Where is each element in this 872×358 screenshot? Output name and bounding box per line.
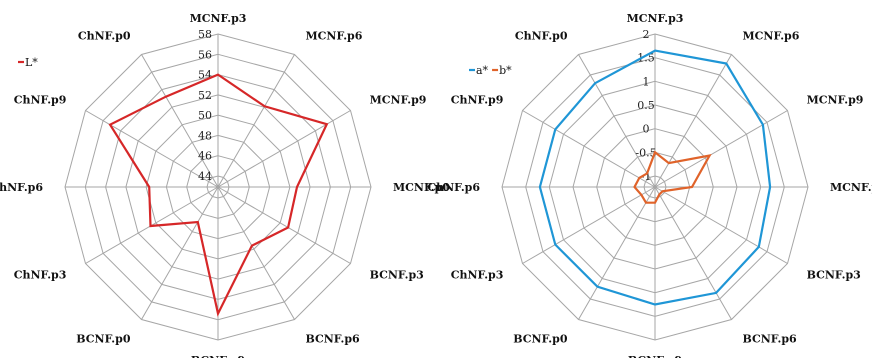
tick-label: 0.5 xyxy=(637,99,655,112)
category-label: ChNF.p6 xyxy=(427,181,480,194)
tick-label: 2 xyxy=(643,28,650,41)
legend-label: L* xyxy=(25,56,38,69)
category-label: MCNF.p9 xyxy=(807,94,864,107)
category-label: BCNF.p6 xyxy=(306,333,361,346)
tick-label: -0.5 xyxy=(635,146,656,159)
legend-label: a* xyxy=(476,64,489,77)
spoke-11 xyxy=(578,54,656,188)
spoke-5 xyxy=(217,186,295,320)
series-line-b xyxy=(633,150,712,204)
spoke-11 xyxy=(141,54,219,188)
category-label: BCNF.p9 xyxy=(628,354,682,358)
tick-label: 46 xyxy=(198,150,212,163)
tick-label: 52 xyxy=(198,89,212,102)
series-line-a xyxy=(538,49,772,306)
legend-entry: a* xyxy=(469,64,489,77)
category-label: BCNF.p3 xyxy=(370,269,424,282)
category-label: ChNF.p9 xyxy=(451,94,504,107)
radar-chart-2: -1 -0.5 0 0.5 1 1.5 2 MCNF.p3 MCNF.p6 MCNF.p9 MCNF… xyxy=(427,12,872,358)
category-label: ChNF.p9 xyxy=(14,94,67,107)
tick-label: 56 xyxy=(198,48,212,61)
tick-label: 1.5 xyxy=(637,52,655,65)
spoke-5 xyxy=(654,186,732,320)
category-label: ChNF.p3 xyxy=(451,269,504,282)
category-label: MCNF.p3 xyxy=(627,12,684,25)
category-label: MCNF.p6 xyxy=(743,29,800,42)
spoke-8 xyxy=(522,186,656,264)
radar-chart-1: 4446485052545658MCNF.p3MCNF.p6MCNF.p9MCN… xyxy=(0,12,450,358)
category-label: ChNF.p6 xyxy=(0,181,43,194)
legend-entry: L* xyxy=(18,56,38,69)
category-label: BCNF.p0 xyxy=(513,333,568,346)
tick-label: 58 xyxy=(198,28,212,41)
category-label: ChNF.p0 xyxy=(515,29,568,42)
spoke-1 xyxy=(654,54,732,188)
spoke-10 xyxy=(85,110,219,188)
tick-label: -1 xyxy=(641,170,652,183)
category-label: MCNF.p0 xyxy=(830,181,872,194)
category-label: BCNF.p6 xyxy=(743,333,798,346)
tick-label: 0 xyxy=(643,123,650,136)
tick-label: 50 xyxy=(198,109,212,122)
spoke-4 xyxy=(217,186,351,264)
spoke-7 xyxy=(141,186,219,320)
category-label: ChNF.p3 xyxy=(14,269,67,282)
category-label: BCNF.p0 xyxy=(76,333,131,346)
spoke-10 xyxy=(522,110,656,188)
category-label: MCNF.p3 xyxy=(190,12,247,25)
legend-label: b* xyxy=(499,64,512,77)
legend-entry: b* xyxy=(492,64,512,77)
category-label: BCNF.p3 xyxy=(807,269,861,282)
tick-label: 48 xyxy=(198,129,212,142)
spoke-7 xyxy=(578,186,656,320)
spoke-1 xyxy=(217,54,295,188)
category-label: MCNF.p9 xyxy=(370,94,427,107)
category-label: MCNF.p6 xyxy=(306,29,363,42)
spoke-2 xyxy=(654,110,788,188)
category-label: MCNF.p0 xyxy=(393,181,450,194)
series-line-l xyxy=(108,73,329,317)
tick-label: 44 xyxy=(198,170,212,183)
tick-label: 1 xyxy=(643,75,650,88)
category-label: ChNF.p0 xyxy=(78,29,131,42)
spoke-4 xyxy=(654,186,788,264)
spoke-2 xyxy=(217,110,351,188)
category-label: BCNF.p9 xyxy=(191,354,245,358)
